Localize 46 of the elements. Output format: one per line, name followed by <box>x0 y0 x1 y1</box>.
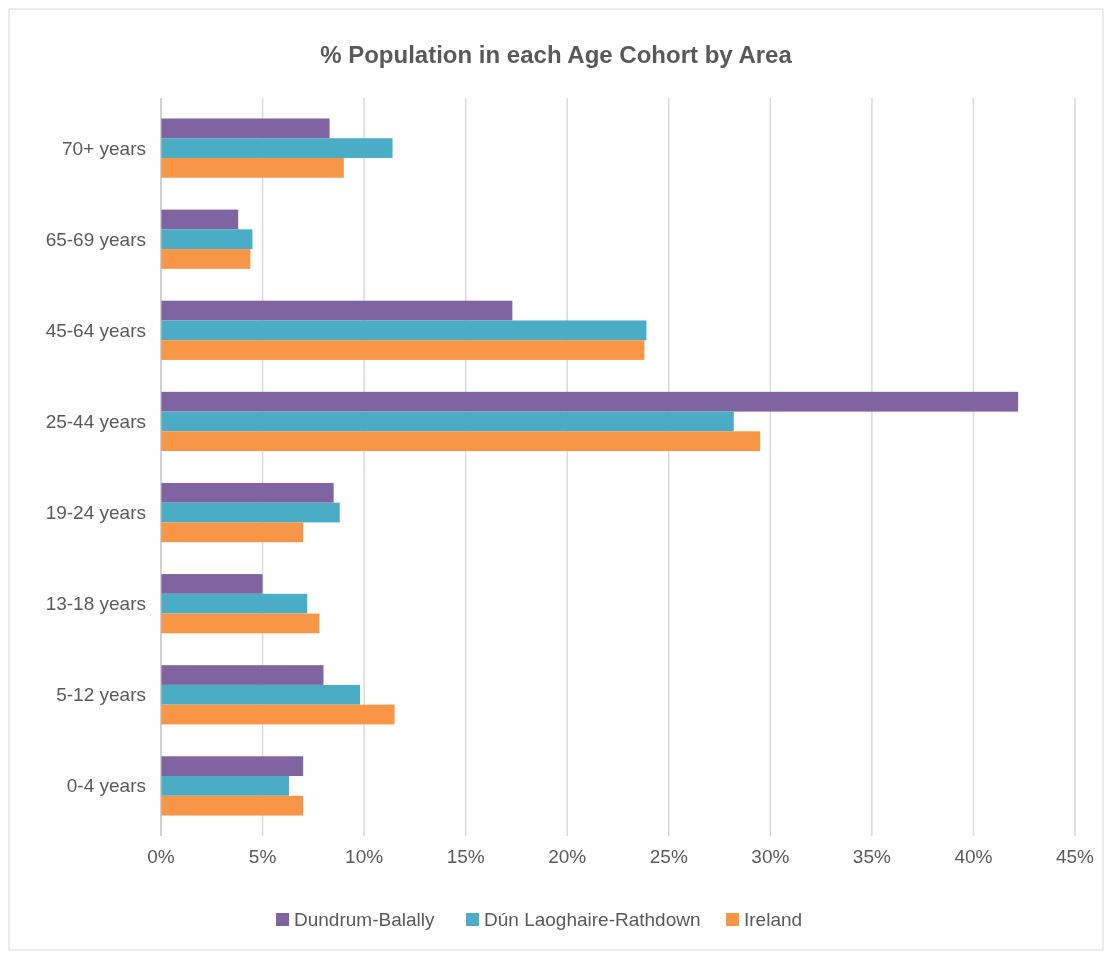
x-tick-label: 15% <box>446 846 485 867</box>
bar <box>161 704 395 725</box>
y-tick-label: 19-24 years <box>45 502 146 524</box>
bar <box>161 522 304 543</box>
x-tick-label: 5% <box>248 846 277 867</box>
bar <box>161 320 647 341</box>
bar <box>161 340 645 360</box>
bar <box>161 756 304 777</box>
y-tick-label: 13-18 years <box>45 593 146 615</box>
y-tick-label: 25-44 years <box>45 410 146 432</box>
bar <box>161 502 340 523</box>
bar <box>161 795 304 816</box>
bar <box>161 574 263 594</box>
legend-label: Dundrum-Balally <box>294 909 435 930</box>
x-tick-label: 10% <box>345 846 384 867</box>
x-tick-label: 0% <box>147 846 175 867</box>
bar <box>161 157 344 178</box>
bar <box>161 665 324 685</box>
bar <box>161 300 513 321</box>
bar <box>161 249 251 269</box>
y-tick-label: 45-64 years <box>45 319 146 341</box>
x-tick-label: 20% <box>548 846 587 867</box>
bar <box>161 209 239 230</box>
bar <box>161 684 361 705</box>
chart-title: % Population in each Age Cohort by Area <box>320 41 793 68</box>
bar <box>161 229 253 250</box>
y-tick-label: 0-4 years <box>66 775 146 797</box>
bar <box>161 118 330 139</box>
x-tick-label: 35% <box>852 846 892 867</box>
x-tick-label: 30% <box>751 846 790 867</box>
bar <box>161 593 308 614</box>
bar <box>161 431 761 452</box>
bar <box>161 613 320 634</box>
x-tick-label: 40% <box>954 846 993 867</box>
bar <box>161 391 1019 412</box>
bar <box>161 411 734 432</box>
y-tick-label: 5-12 years <box>56 684 146 706</box>
legend-label: Ireland <box>744 909 803 930</box>
x-tick-label: 25% <box>649 846 688 867</box>
bar <box>161 482 334 503</box>
y-tick-label: 70+ years <box>62 137 146 159</box>
bar <box>161 138 393 158</box>
x-tick-label: 45% <box>1055 846 1095 867</box>
bar <box>161 776 289 796</box>
legend-label: Dún Laoghaire-Rathdown <box>484 909 701 930</box>
y-tick-label: 65-69 years <box>45 228 146 250</box>
